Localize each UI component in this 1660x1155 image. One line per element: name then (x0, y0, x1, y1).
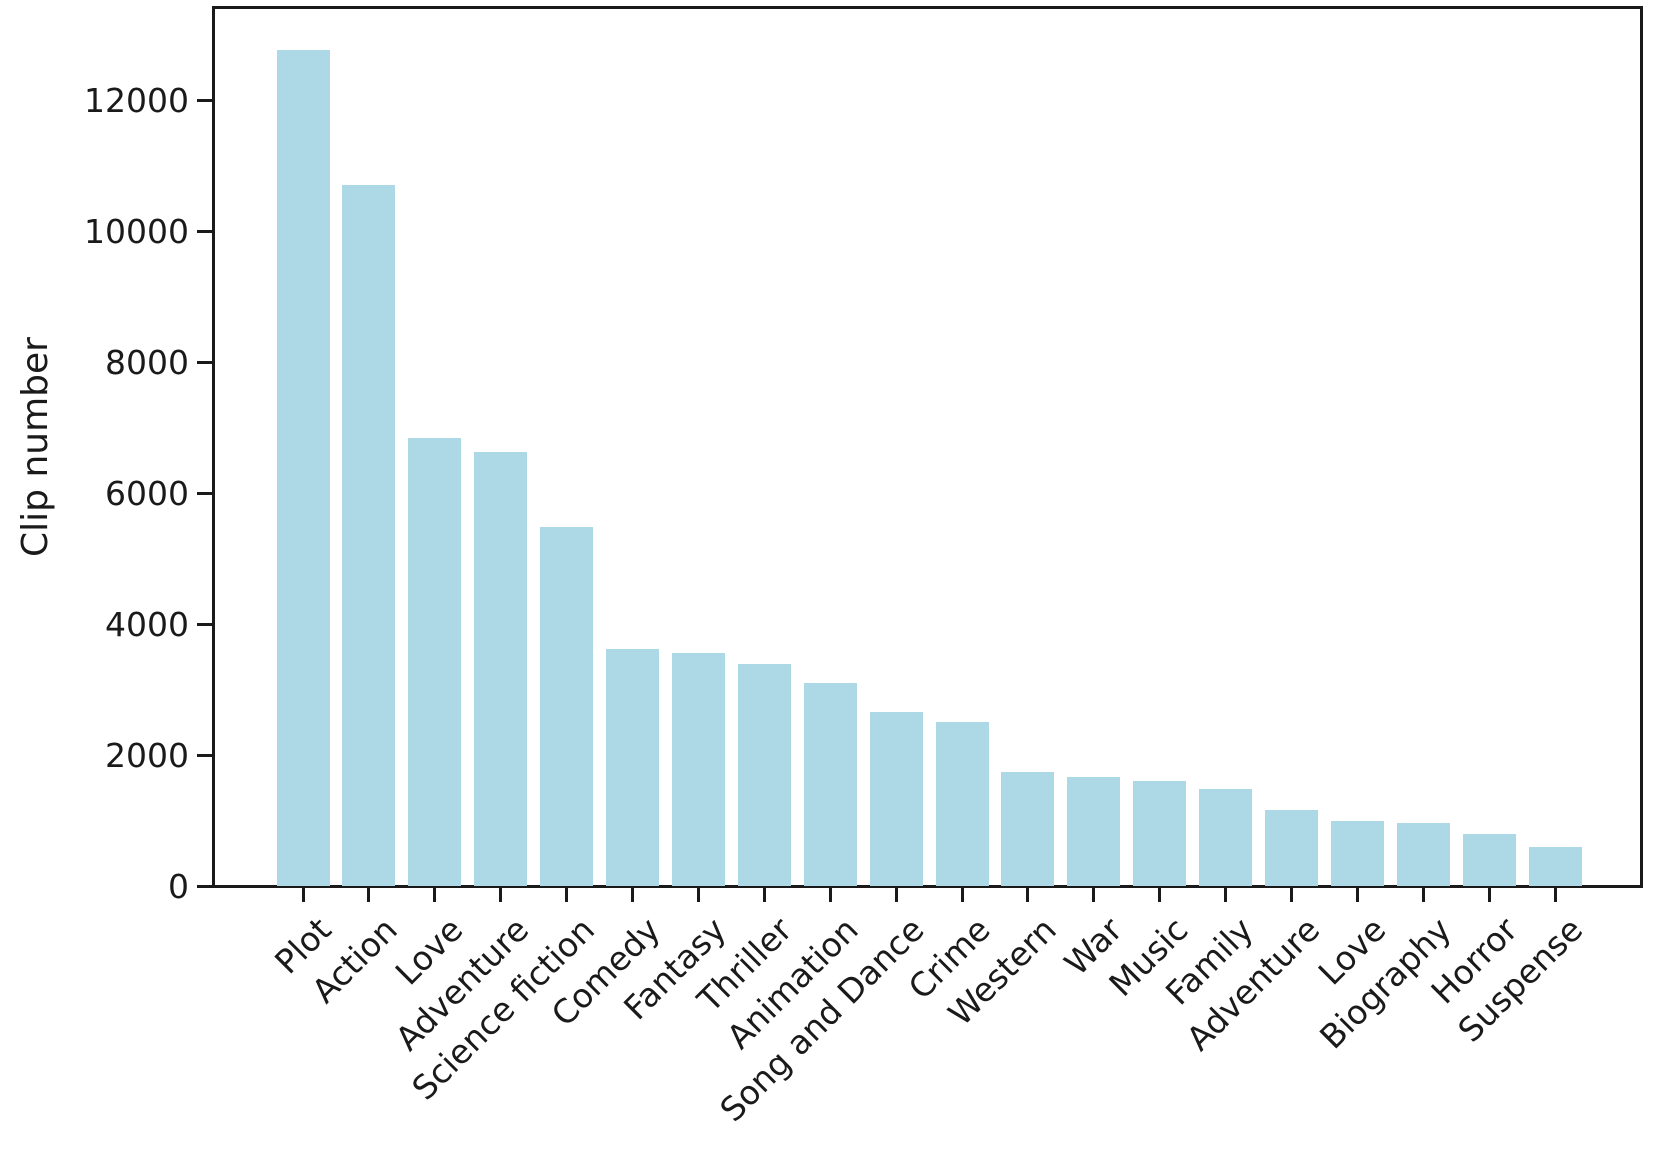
x-tick-mark-11 (1026, 888, 1030, 902)
bar-animation-8 (803, 682, 857, 886)
x-tick-mark-12 (1092, 888, 1096, 902)
x-tick-mark-7 (762, 888, 766, 902)
x-tick-mark-18 (1487, 888, 1491, 902)
x-tick-mark-2 (433, 888, 437, 902)
x-tick-mark-3 (499, 888, 503, 902)
bar-suspense-19 (1528, 847, 1582, 886)
bar-horror-18 (1462, 834, 1516, 886)
bar-adventure-15 (1265, 810, 1318, 886)
bar-song-and-dance-9 (869, 711, 923, 886)
x-tick-mark-15 (1290, 888, 1293, 902)
x-tick-mark-0 (301, 888, 305, 902)
bar-war-12 (1067, 777, 1121, 886)
bar-science-fiction-4 (540, 527, 594, 886)
x-tick-mark-16 (1355, 888, 1359, 902)
bar-family-14 (1199, 789, 1253, 886)
x-tick-mark-13 (1158, 888, 1162, 902)
y-tick-label-8000: 8000 (105, 343, 189, 383)
y-tick-label-0: 0 (168, 866, 189, 906)
bar-thriller-7 (737, 663, 791, 886)
x-tick-mark-5 (631, 888, 634, 902)
x-tick-mark-6 (696, 888, 700, 902)
bar-fantasy-6 (671, 653, 725, 886)
y-tick-mark-2000 (197, 753, 212, 757)
y-tick-mark-8000 (197, 361, 212, 365)
bar-adventure-3 (474, 451, 528, 886)
x-tick-mark-17 (1421, 888, 1425, 902)
y-tick-mark-4000 (197, 622, 212, 626)
y-tick-label-12000: 12000 (84, 81, 189, 121)
bar-biography-17 (1396, 823, 1450, 886)
bar-action-1 (342, 184, 396, 886)
y-tick-mark-10000 (197, 230, 212, 234)
bar-love-2 (408, 438, 462, 886)
bar-love-16 (1330, 820, 1384, 886)
bar-music-13 (1133, 780, 1187, 886)
x-tick-mark-1 (367, 888, 371, 902)
x-tick-mark-9 (894, 888, 898, 902)
y-tick-label-10000: 10000 (84, 212, 189, 252)
x-tick-mark-10 (960, 888, 964, 902)
y-tick-label-6000: 6000 (105, 473, 189, 513)
bar-crime-10 (935, 721, 989, 886)
bar-western-11 (1001, 772, 1055, 886)
y-tick-label-4000: 4000 (105, 604, 189, 644)
bar-comedy-5 (606, 649, 659, 886)
x-tick-mark-19 (1553, 888, 1557, 902)
x-tick-mark-14 (1224, 888, 1228, 902)
y-tick-mark-12000 (197, 99, 212, 103)
bar-plot-0 (276, 49, 330, 886)
y-tick-label-2000: 2000 (105, 735, 189, 775)
x-tick-mark-4 (565, 888, 569, 902)
y-tick-mark-6000 (197, 491, 212, 495)
y-tick-mark-0 (197, 884, 212, 888)
x-tick-mark-8 (828, 888, 832, 902)
